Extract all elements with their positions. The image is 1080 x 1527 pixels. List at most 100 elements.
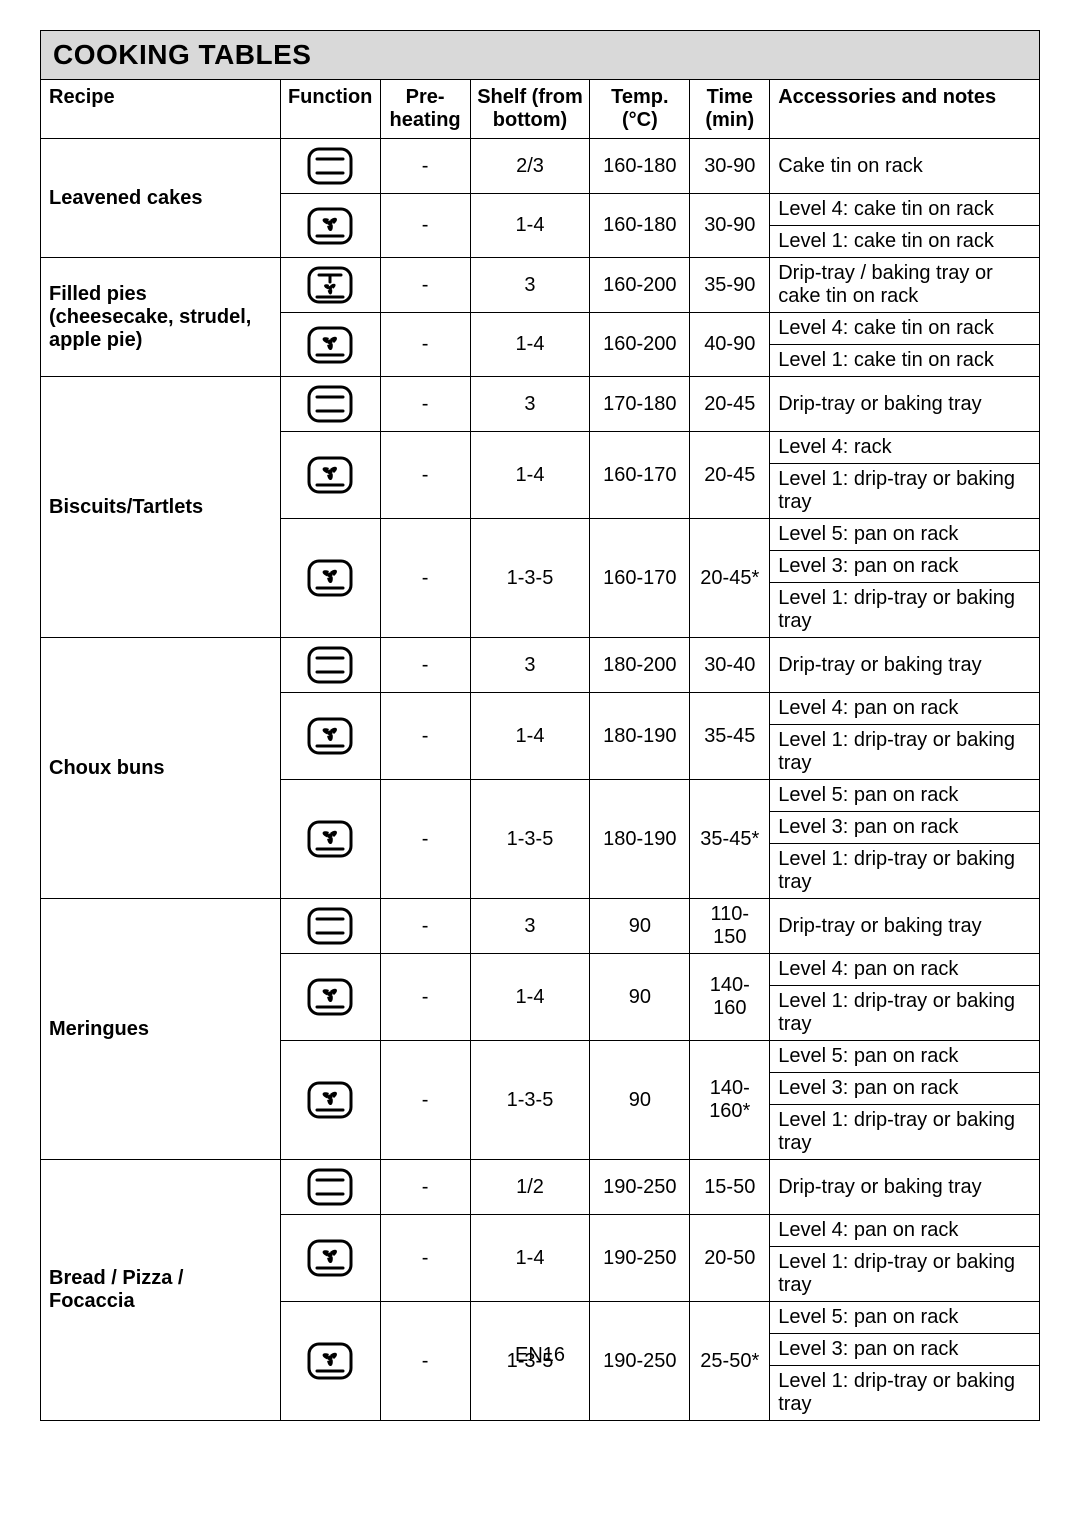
table-row: Choux buns - 3 180-200 30-40 Drip-tray o… <box>41 638 1040 693</box>
preheat-cell: - <box>380 432 470 519</box>
temp-cell: 180-200 <box>590 638 690 693</box>
preheat-cell: - <box>380 139 470 194</box>
table-row: Meringues - 3 90 110-150 Drip-tray or ba… <box>41 899 1040 954</box>
preheat-cell: - <box>380 638 470 693</box>
temp-cell: 180-190 <box>590 780 690 899</box>
temp-cell: 90 <box>590 899 690 954</box>
function-cell <box>280 139 380 194</box>
shelf-cell: 1-3-5 <box>470 519 590 638</box>
fan-bottom-icon <box>305 264 355 306</box>
function-cell <box>280 194 380 258</box>
page-number: EN16 <box>0 1344 1080 1367</box>
notes-cell: Level 1: drip-tray or baking tray <box>770 583 1040 638</box>
time-cell: 15-50 <box>690 1160 770 1215</box>
shelf-cell: 2/3 <box>470 139 590 194</box>
preheat-cell: - <box>380 693 470 780</box>
table-row: Biscuits/Tartlets - 3 170-180 20-45 Drip… <box>41 377 1040 432</box>
th-temp: Temp. (°C) <box>590 80 690 139</box>
recipe-cell: Filled pies (cheesecake, strudel, apple … <box>41 258 281 377</box>
time-cell: 30-90 <box>690 139 770 194</box>
function-cell <box>280 313 380 377</box>
notes-cell: Level 3: pan on rack <box>770 1073 1040 1105</box>
time-cell: 35-45* <box>690 780 770 899</box>
fan-icon <box>305 324 355 366</box>
notes-cell: Level 1: cake tin on rack <box>770 345 1040 377</box>
notes-cell: Level 1: drip-tray or baking tray <box>770 986 1040 1041</box>
preheat-cell: - <box>380 313 470 377</box>
notes-cell: Level 1: cake tin on rack <box>770 226 1040 258</box>
temp-cell: 160-180 <box>590 194 690 258</box>
notes-cell: Level 4: cake tin on rack <box>770 313 1040 345</box>
shelf-cell: 3 <box>470 258 590 313</box>
preheat-cell: - <box>380 519 470 638</box>
temp-cell: 180-190 <box>590 693 690 780</box>
table-row: Filled pies (cheesecake, strudel, apple … <box>41 258 1040 313</box>
conventional-icon <box>305 644 355 686</box>
conventional-icon <box>305 145 355 187</box>
function-cell <box>280 899 380 954</box>
temp-cell: 90 <box>590 954 690 1041</box>
function-cell <box>280 432 380 519</box>
th-shelf: Shelf (from bottom) <box>470 80 590 139</box>
notes-cell: Level 4: pan on rack <box>770 1215 1040 1247</box>
fan-icon <box>305 1079 355 1121</box>
th-function: Function <box>280 80 380 139</box>
th-preheating: Pre-heating <box>380 80 470 139</box>
time-cell: 40-90 <box>690 313 770 377</box>
notes-cell: Drip-tray or baking tray <box>770 899 1040 954</box>
preheat-cell: - <box>380 954 470 1041</box>
notes-cell: Level 1: drip-tray or baking tray <box>770 1366 1040 1421</box>
notes-cell: Level 4: pan on rack <box>770 693 1040 725</box>
temp-cell: 90 <box>590 1041 690 1160</box>
notes-cell: Level 1: drip-tray or baking tray <box>770 1105 1040 1160</box>
preheat-cell: - <box>380 258 470 313</box>
notes-cell: Level 4: pan on rack <box>770 954 1040 986</box>
temp-cell: 160-200 <box>590 258 690 313</box>
table-head: Recipe Function Pre-heating Shelf (from … <box>41 80 1040 139</box>
fan-icon <box>305 205 355 247</box>
preheat-cell: - <box>380 899 470 954</box>
notes-cell: Level 1: drip-tray or baking tray <box>770 844 1040 899</box>
temp-cell: 160-170 <box>590 432 690 519</box>
shelf-cell: 1-4 <box>470 693 590 780</box>
time-cell: 20-50 <box>690 1215 770 1302</box>
function-cell <box>280 258 380 313</box>
temp-cell: 160-170 <box>590 519 690 638</box>
time-cell: 20-45 <box>690 432 770 519</box>
notes-cell: Level 1: drip-tray or baking tray <box>770 1247 1040 1302</box>
notes-cell: Cake tin on rack <box>770 139 1040 194</box>
notes-cell: Drip-tray / baking tray or cake tin on r… <box>770 258 1040 313</box>
shelf-cell: 3 <box>470 899 590 954</box>
function-cell <box>280 638 380 693</box>
preheat-cell: - <box>380 1041 470 1160</box>
page: COOKING TABLES Recipe Function Pre-heati… <box>0 0 1080 1527</box>
function-cell <box>280 1041 380 1160</box>
function-cell <box>280 693 380 780</box>
preheat-cell: - <box>380 780 470 899</box>
function-cell <box>280 1160 380 1215</box>
conventional-icon <box>305 1166 355 1208</box>
time-cell: 30-90 <box>690 194 770 258</box>
notes-cell: Drip-tray or baking tray <box>770 377 1040 432</box>
fan-icon <box>305 976 355 1018</box>
table-row: Leavened cakes - 2/3 160-180 30-90 Cake … <box>41 139 1040 194</box>
table-row: Bread / Pizza / Focaccia - 1/2 190-250 1… <box>41 1160 1040 1215</box>
shelf-cell: 3 <box>470 377 590 432</box>
time-cell: 30-40 <box>690 638 770 693</box>
notes-cell: Level 5: pan on rack <box>770 519 1040 551</box>
time-cell: 35-45 <box>690 693 770 780</box>
temp-cell: 170-180 <box>590 377 690 432</box>
shelf-cell: 1-3-5 <box>470 780 590 899</box>
time-cell: 110-150 <box>690 899 770 954</box>
preheat-cell: - <box>380 377 470 432</box>
shelf-cell: 3 <box>470 638 590 693</box>
title-bar: COOKING TABLES <box>40 30 1040 79</box>
function-cell <box>280 377 380 432</box>
notes-cell: Level 5: pan on rack <box>770 1302 1040 1334</box>
recipe-cell: Meringues <box>41 899 281 1160</box>
recipe-cell: Biscuits/Tartlets <box>41 377 281 638</box>
notes-cell: Level 4: cake tin on rack <box>770 194 1040 226</box>
notes-cell: Level 1: drip-tray or baking tray <box>770 464 1040 519</box>
function-cell <box>280 1215 380 1302</box>
preheat-cell: - <box>380 194 470 258</box>
